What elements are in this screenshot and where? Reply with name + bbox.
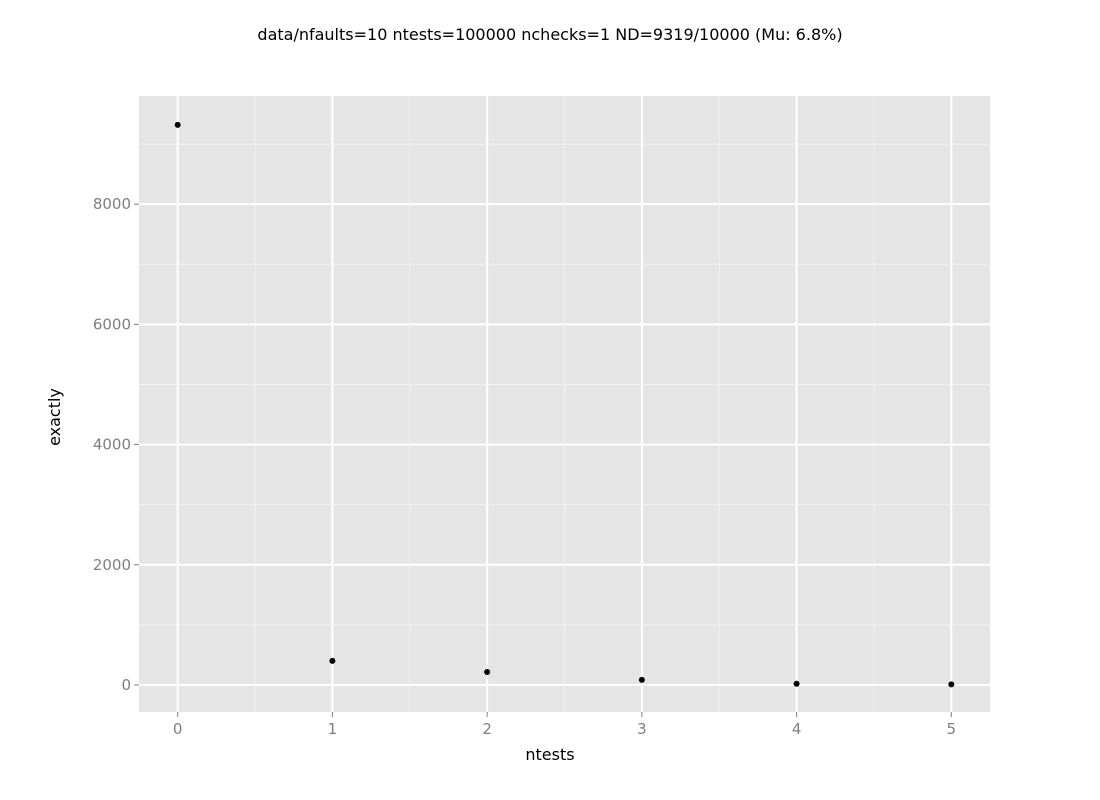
x-tick-label: 0 (173, 720, 183, 738)
chart-title: data/nfaults=10 ntests=100000 nchecks=1 … (257, 25, 842, 44)
data-point (329, 657, 336, 664)
data-point (948, 681, 955, 688)
data-point (793, 680, 800, 687)
x-tick-label: 4 (792, 720, 802, 738)
major-gridlines (139, 96, 990, 712)
data-point (174, 121, 181, 128)
axis-ticks (134, 203, 952, 717)
y-tick-label: 6000 (93, 315, 131, 333)
x-tick-label: 3 (637, 720, 647, 738)
x-axis-title: ntests (525, 745, 574, 764)
y-axis-title: exactly (45, 388, 64, 446)
y-tick-labels: 0 2000 4000 6000 8000 (93, 195, 131, 694)
data-point (638, 676, 645, 683)
x-tick-labels: 0 1 2 3 4 5 (173, 720, 956, 738)
minor-gridlines (139, 96, 990, 712)
y-tick-label: 0 (121, 676, 131, 694)
y-tick-label: 4000 (93, 436, 131, 454)
data-point (484, 669, 491, 676)
x-tick-label: 1 (328, 720, 338, 738)
data-points (174, 121, 955, 688)
x-tick-label: 5 (947, 720, 957, 738)
y-tick-label: 2000 (93, 556, 131, 574)
y-tick-label: 8000 (93, 195, 131, 213)
x-tick-label: 2 (482, 720, 492, 738)
